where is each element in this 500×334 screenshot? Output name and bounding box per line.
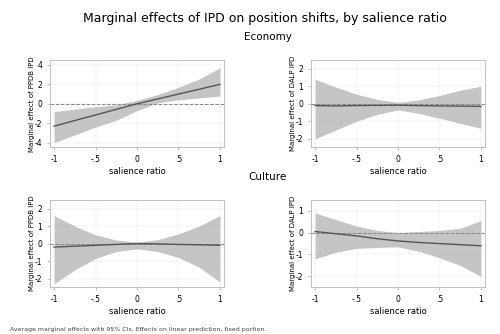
X-axis label: salience ratio: salience ratio bbox=[370, 307, 426, 316]
Y-axis label: Marginal effect of DALP IPD: Marginal effect of DALP IPD bbox=[290, 196, 296, 291]
Y-axis label: Marginal effect of DALP IPD: Marginal effect of DALP IPD bbox=[290, 56, 296, 151]
Text: Average marginal effects with 95% CIs. Effects on linear prediction, fixed porti: Average marginal effects with 95% CIs. E… bbox=[10, 327, 266, 332]
X-axis label: salience ratio: salience ratio bbox=[108, 167, 166, 176]
Y-axis label: Marginal effect of PPDB IPD: Marginal effect of PPDB IPD bbox=[29, 196, 35, 291]
X-axis label: salience ratio: salience ratio bbox=[370, 167, 426, 176]
Text: Culture: Culture bbox=[248, 172, 286, 181]
Text: Marginal effects of IPD on position shifts, by salience ratio: Marginal effects of IPD on position shif… bbox=[83, 12, 447, 25]
Text: Economy: Economy bbox=[244, 32, 292, 42]
Y-axis label: Marginal effect of PPDB IPD: Marginal effect of PPDB IPD bbox=[29, 56, 35, 152]
X-axis label: salience ratio: salience ratio bbox=[108, 307, 166, 316]
